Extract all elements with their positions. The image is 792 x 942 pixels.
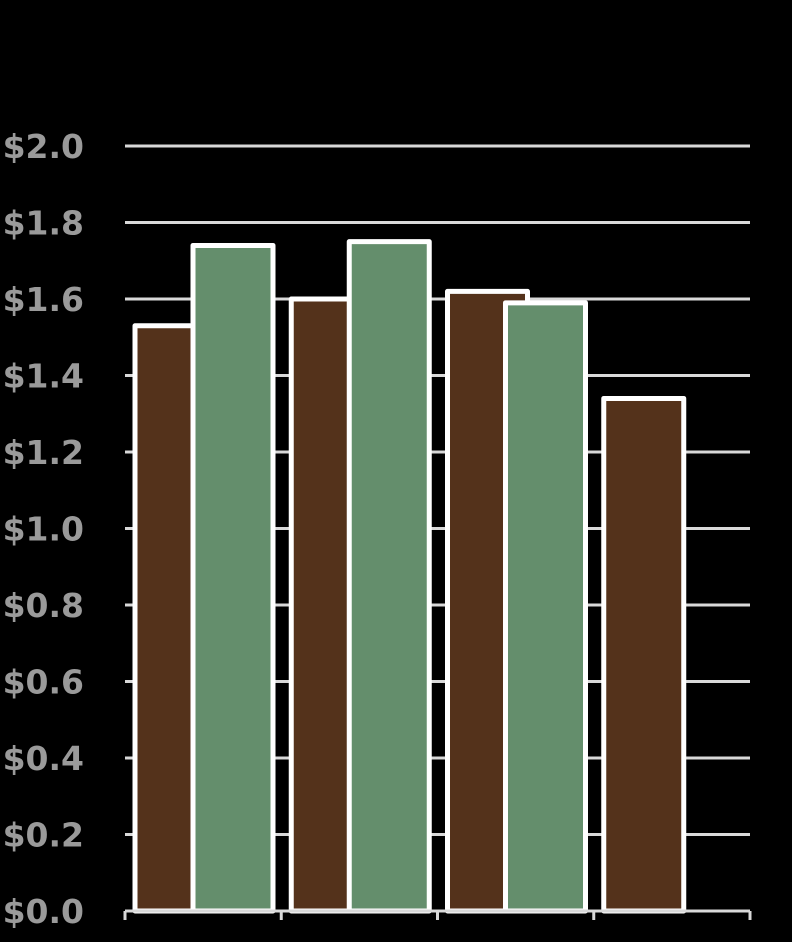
x-axis	[123, 909, 752, 920]
y-tick-label: $0.0	[3, 892, 84, 931]
y-tick-label: $1.0	[3, 510, 84, 549]
y-tick-label: $0.6	[3, 663, 84, 702]
bars	[132, 239, 687, 914]
bar	[601, 395, 687, 914]
y-axis-tick-labels: $0.0 $0.2 $0.4 $0.6 $0.8 $1.0 $1.2 $1.4 $1.6 $1.8…	[3, 127, 84, 931]
y-tick-label: $0.4	[3, 739, 84, 778]
y-tick-label: $1.2	[3, 433, 84, 472]
y-tick-label: $2.0	[3, 127, 84, 166]
bar	[503, 300, 588, 914]
y-tick-label: $1.4	[3, 357, 84, 396]
y-tick-label: $1.6	[3, 280, 84, 319]
y-tick-label: $1.8	[3, 204, 84, 243]
y-tick-label: $0.8	[3, 586, 84, 625]
bar	[346, 239, 432, 914]
bar	[190, 242, 276, 914]
y-tick-label: $0.2	[3, 816, 84, 855]
